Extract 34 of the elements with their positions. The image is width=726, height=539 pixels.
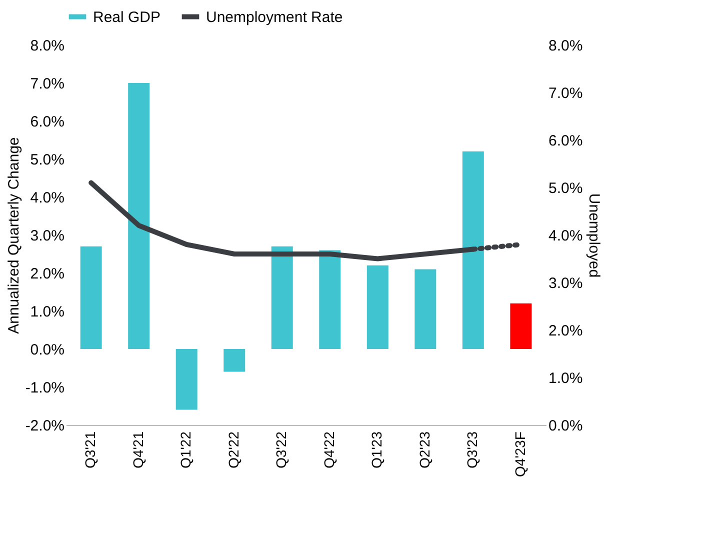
- y-tick-label: 1.0%: [30, 304, 64, 320]
- y-axis-title: Annualized Quarterly Change: [5, 137, 22, 334]
- x-tick-label: Q1'22: [178, 431, 194, 468]
- x-tick-label: Q4'23F: [512, 432, 528, 477]
- x-tick-label: Q4'21: [130, 431, 146, 468]
- x-tick-label: Q3'23: [464, 431, 480, 468]
- y-tick-label: 5.0%: [30, 152, 64, 168]
- x-tick-label: Q1'23: [368, 431, 385, 468]
- y-tick-label: 2.0%: [30, 266, 64, 282]
- x-tick-label: Q3'22: [273, 431, 290, 468]
- x-tick-label: Q3'21: [82, 431, 98, 468]
- y2-tick-label: 0.0%: [548, 418, 583, 434]
- y-tick-label: 3.0%: [30, 228, 64, 244]
- legend-label: Unemployment Rate: [206, 8, 343, 26]
- y2-tick-label: 2.0%: [548, 322, 583, 340]
- y2-tick-label: 5.0%: [548, 180, 583, 197]
- y2-axis-title: Unemployed: [586, 193, 603, 278]
- y-tick-label: 4.0%: [30, 190, 64, 206]
- x-tick-label: Q2'23: [416, 431, 432, 468]
- y-tick-label: -2.0%: [25, 418, 64, 434]
- x-tick-label: Q2'22: [225, 431, 242, 468]
- y2-tick-label: 3.0%: [548, 275, 583, 292]
- y-tick-label: 6.0%: [30, 114, 64, 130]
- y2-tick-label: 1.0%: [548, 370, 583, 387]
- y2-tick-label: 4.0%: [548, 228, 583, 244]
- y2-tick-label: 6.0%: [548, 132, 583, 150]
- y-tick-label: -1.0%: [25, 380, 64, 396]
- x-tick-label: Q4'22: [320, 431, 337, 468]
- y-tick-label: 0.0%: [30, 342, 64, 358]
- legend-label: Real GDP: [93, 8, 161, 26]
- y2-tick-label: 7.0%: [548, 85, 583, 102]
- y-tick-label: 8.0%: [30, 38, 64, 54]
- y2-tick-label: 8.0%: [548, 38, 583, 54]
- y-tick-label: 7.0%: [30, 76, 64, 92]
